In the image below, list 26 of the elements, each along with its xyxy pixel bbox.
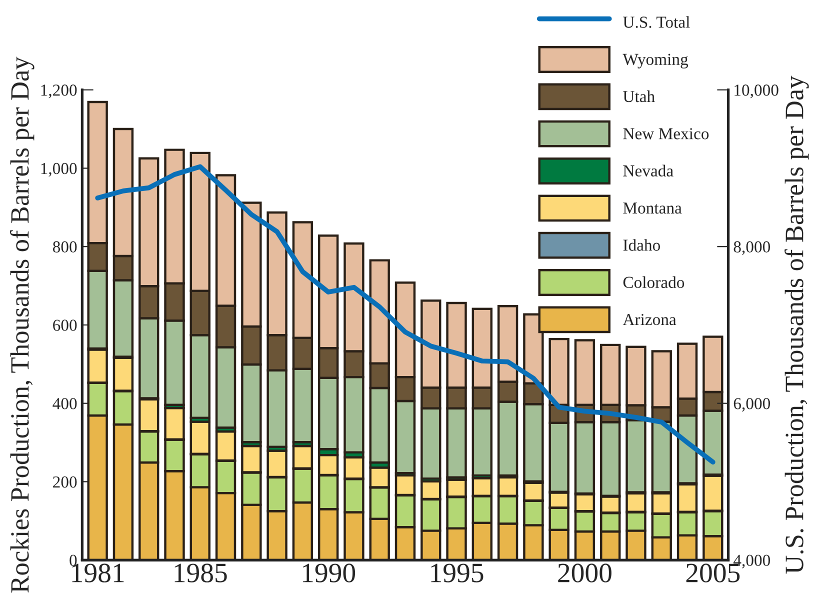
y-tick-label: 800 (52, 241, 77, 253)
legend-label: Colorado (623, 276, 684, 288)
x-tick-label: 1990 (302, 564, 356, 582)
legend-label: Arizona (622, 314, 676, 326)
y2-tick-label: 6,000 (734, 398, 770, 412)
x-tick-label: 2000 (558, 564, 612, 582)
legend-label: Wyoming (622, 54, 688, 68)
legend-label: Nevada (623, 164, 674, 176)
x-tick-label: 1981 (72, 564, 124, 582)
legend-label: U.S. Total (623, 16, 690, 28)
y-tick-label: 200 (53, 476, 77, 488)
x-tick-label: 1985 (174, 564, 227, 582)
x-tick-label: 1995 (431, 564, 484, 582)
y2-tick-label: 10,000 (734, 84, 778, 98)
legend-label: New Mexico (623, 128, 709, 140)
y-tick-label: 600 (53, 320, 77, 331)
legend-label: Montana (623, 202, 682, 214)
y2-tick-label: 8,000 (734, 241, 770, 255)
y-tick-label: 1,200 (41, 84, 77, 98)
y2-axis-title: U.S. Production, Thousands of Barrels per Day (784, 76, 809, 574)
y-axis-title: Rockies Production, Thousands of Barrels per Day (10, 56, 34, 593)
legend-label: Idaho (623, 239, 660, 251)
y-tick-label: 1,000 (41, 162, 77, 177)
legend-label: Utah (623, 90, 655, 102)
y-tick-label: 400 (52, 398, 77, 410)
y-tick-label: 0 (70, 554, 77, 566)
